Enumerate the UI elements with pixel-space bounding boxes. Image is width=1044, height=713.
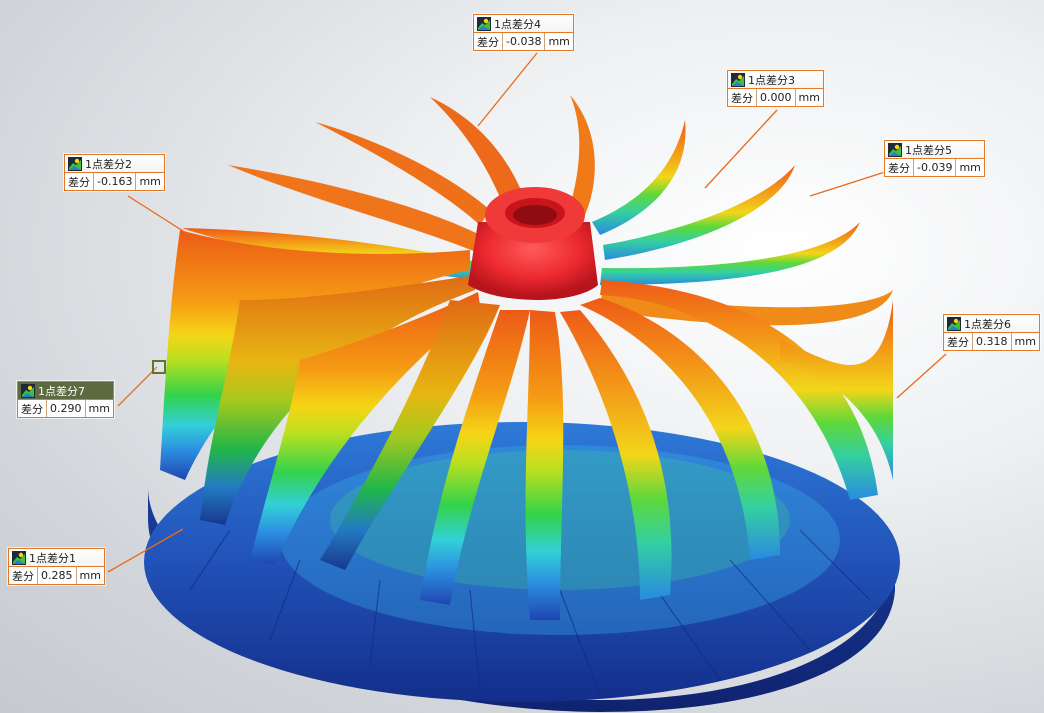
base-disc-top: [144, 422, 900, 702]
annotation-title: 1点差分5: [905, 143, 952, 157]
annotation-point-5[interactable]: 1点差分5 差分 -0.039 mm: [884, 140, 985, 177]
annotation-value-row: 差分 -0.163 mm: [65, 173, 164, 190]
diff-value: 0.290: [47, 400, 86, 417]
deviation-map-icon: [477, 16, 491, 31]
annotation-title: 1点差分3: [748, 73, 795, 87]
annotation-point-6[interactable]: 1点差分6 差分 0.318 mm: [943, 314, 1040, 351]
deviation-map-icon: [947, 316, 961, 331]
annotation-point-3[interactable]: 1点差分3 差分 0.000 mm: [727, 70, 824, 107]
unit-label: mm: [548, 35, 570, 48]
unit-label: mm: [798, 91, 820, 104]
annotation-title-bar: 1点差分1: [9, 549, 104, 567]
diff-label: 差分: [474, 33, 503, 50]
diff-label: 差分: [9, 567, 38, 584]
diff-value: 0.285: [38, 567, 77, 584]
annotation-title-bar: 1点差分2: [65, 155, 164, 173]
unit-label: mm: [88, 402, 110, 415]
annotation-title-bar: 1点差分5: [885, 141, 984, 159]
annotation-value-row: 差分 0.285 mm: [9, 567, 104, 584]
base-grooves: [189, 529, 871, 696]
annotation-title-bar: 1点差分7: [18, 382, 113, 400]
unit-label: mm: [79, 569, 101, 582]
annotation-title: 1点差分1: [29, 551, 76, 565]
annotation-title: 1点差分2: [85, 157, 132, 171]
deviation-map-icon: [21, 383, 35, 398]
annotation-title: 1点差分6: [964, 317, 1011, 331]
deviation-map-icon: [68, 156, 82, 171]
unit-label: mm: [139, 175, 161, 188]
annotation-title: 1点差分4: [494, 17, 541, 31]
annotation-point-4[interactable]: 1点差分4 差分 -0.038 mm: [473, 14, 574, 51]
diff-label: 差分: [65, 173, 94, 190]
diff-label: 差分: [885, 159, 914, 176]
annotation-value-row: 差分 -0.039 mm: [885, 159, 984, 176]
measurement-point-marker[interactable]: [152, 360, 166, 374]
annotation-title-bar: 1点差分3: [728, 71, 823, 89]
diff-value: 0.000: [757, 89, 796, 106]
annotation-value-row: 差分 0.318 mm: [944, 333, 1039, 350]
deviation-map-icon: [12, 550, 26, 565]
unit-label: mm: [959, 161, 981, 174]
diff-label: 差分: [728, 89, 757, 106]
annotation-value-row: 差分 -0.038 mm: [474, 33, 573, 50]
annotation-point-7[interactable]: 1点差分7 差分 0.290 mm: [17, 381, 114, 418]
deviation-map-icon: [731, 72, 745, 87]
diff-value: 0.318: [973, 333, 1012, 350]
annotation-title-bar: 1点差分6: [944, 315, 1039, 333]
annotation-title: 1点差分7: [38, 384, 85, 398]
deviation-map-icon: [888, 142, 902, 157]
diff-label: 差分: [18, 400, 47, 417]
annotation-value-row: 差分 0.000 mm: [728, 89, 823, 106]
impeller-hub: [468, 187, 598, 300]
annotation-point-1[interactable]: 1点差分1 差分 0.285 mm: [8, 548, 105, 585]
annotation-title-bar: 1点差分4: [474, 15, 573, 33]
annotation-point-2[interactable]: 1点差分2 差分 -0.163 mm: [64, 154, 165, 191]
annotation-value-row: 差分 0.290 mm: [18, 400, 113, 417]
diff-value: -0.163: [94, 173, 137, 190]
front-blades: [160, 230, 893, 620]
diff-label: 差分: [944, 333, 973, 350]
leader-lines: [107, 52, 947, 573]
diff-value: -0.039: [914, 159, 957, 176]
unit-label: mm: [1014, 335, 1036, 348]
diff-value: -0.038: [503, 33, 546, 50]
